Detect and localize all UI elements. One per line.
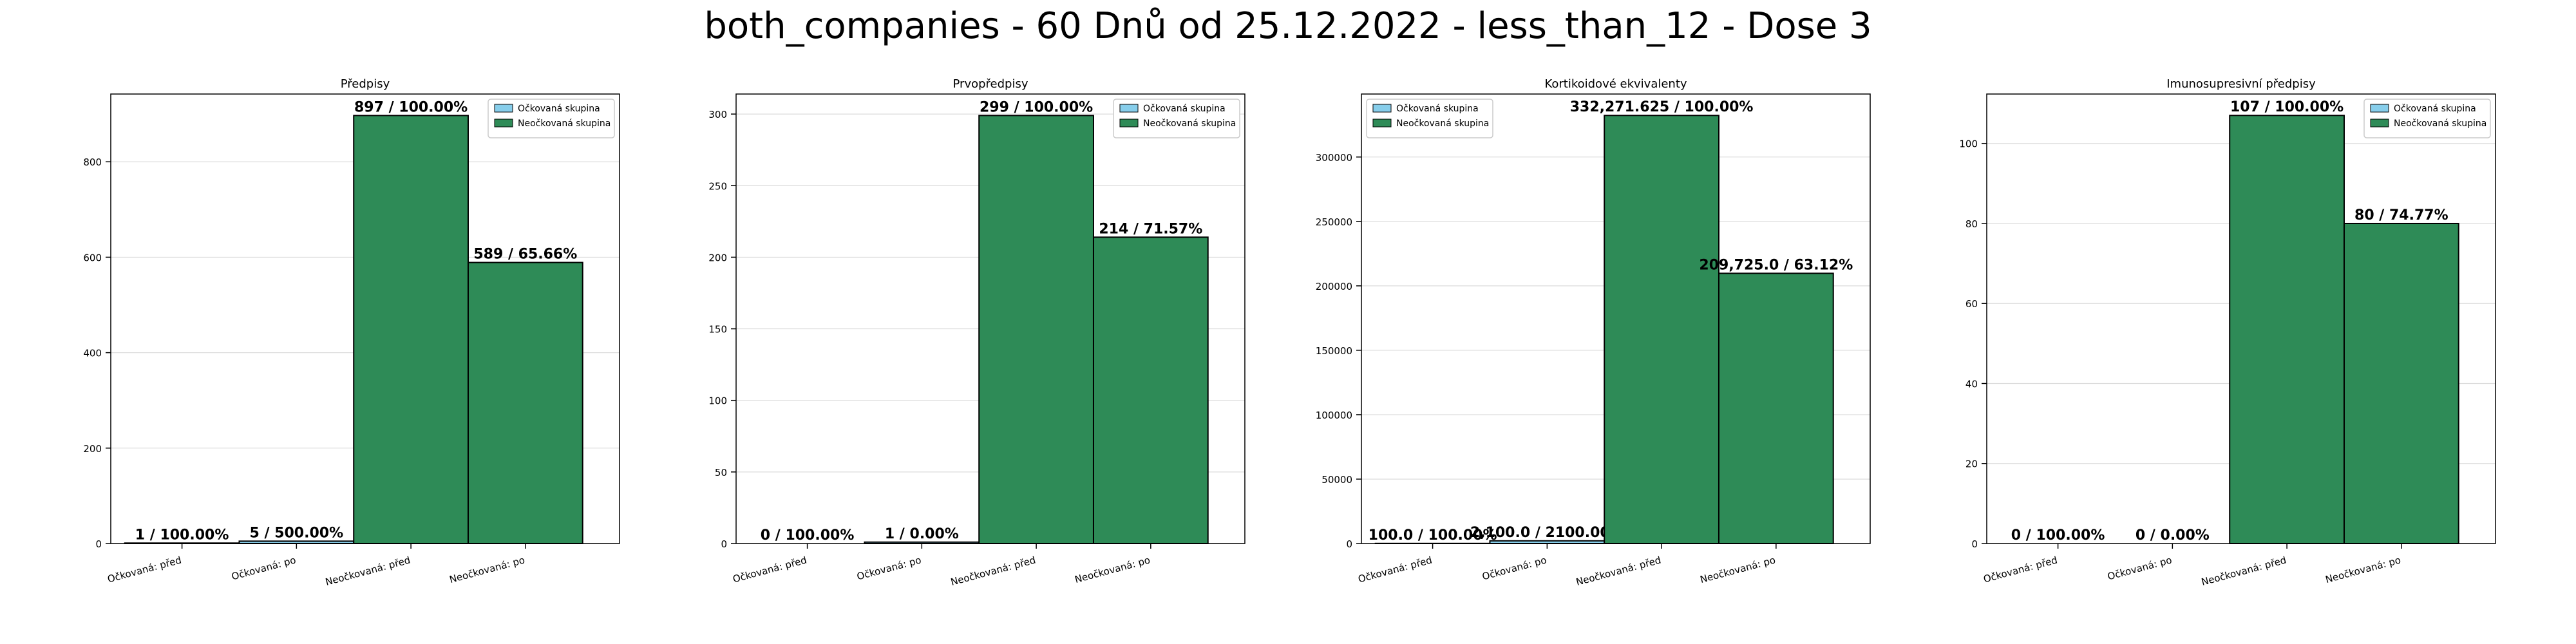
plot-frame [1986, 93, 2496, 544]
bar [467, 261, 583, 544]
y-tick-label: 0 [721, 538, 727, 550]
bar [2229, 115, 2345, 544]
x-tick-label: Neočkovaná: po [1074, 554, 1151, 585]
y-tick-label: 50000 [1321, 474, 1352, 486]
y-tick-label: 80 [1965, 218, 1978, 230]
x-tick-label: Neočkovaná: před [949, 554, 1037, 588]
y-tick-label: 200 [708, 252, 727, 263]
bar [1092, 236, 1209, 544]
y-tick-label: 100 [1959, 138, 1978, 150]
legend-box [2363, 99, 2491, 138]
bar-value-label: 1 / 100.00% [135, 527, 229, 543]
y-tick-label: 150000 [1316, 345, 1352, 357]
plot-frame [1361, 93, 1871, 544]
legend-box [1366, 99, 1493, 138]
legend-label: Neočkovaná skupina [1143, 118, 1236, 129]
legend-label: Neočkovaná skupina [518, 118, 611, 129]
legend-swatch [1372, 118, 1392, 128]
x-tick-label: Neočkovaná: po [1699, 554, 1777, 585]
bar-value-label: 80 / 74.77% [2354, 207, 2448, 223]
legend-box [1113, 99, 1240, 138]
legend-swatch [2370, 118, 2389, 128]
legend-swatch [494, 118, 513, 128]
bar [2343, 222, 2459, 544]
x-tick-label: Očkovaná: před [732, 554, 808, 585]
bar-value-label: 100.0 / 100.00% [1368, 527, 1497, 544]
x-tick-label: Očkovaná: před [1982, 554, 2059, 585]
x-tick-label: Neočkovaná: po [448, 554, 526, 585]
x-tick-label: Očkovaná: po [1481, 554, 1548, 582]
plot-frame [735, 93, 1245, 544]
y-tick-label: 250000 [1316, 216, 1352, 228]
bar-value-label: 589 / 65.66% [473, 247, 577, 263]
subplot-title: Předpisy [341, 77, 390, 91]
legend-swatch [494, 104, 513, 113]
bar-value-label: 0 / 100.00% [761, 527, 855, 544]
bar-value-label: 214 / 71.57% [1099, 221, 1202, 237]
x-tick-label: Očkovaná: po [231, 554, 298, 582]
x-tick-label: Neočkovaná: před [1575, 554, 1662, 588]
bar-value-label: 897 / 100.00% [354, 99, 468, 115]
legend-swatch [1372, 104, 1392, 113]
y-tick-label: 800 [83, 156, 102, 168]
figure-title: both_companies - 60 Dnů od 25.12.2022 - … [704, 5, 1872, 47]
bar [1718, 272, 1834, 544]
x-tick-label: Očkovaná: před [1357, 554, 1434, 585]
y-tick-label: 300 [708, 109, 727, 120]
y-tick-label: 200 [83, 443, 102, 455]
y-tick-label: 150 [708, 324, 727, 336]
x-tick-label: Očkovaná: po [856, 554, 923, 582]
bar [353, 115, 469, 545]
bar-value-label: 332,271.625 / 100.00% [1570, 99, 1754, 115]
bar-value-label: 5 / 500.00% [250, 525, 344, 541]
y-tick-label: 300000 [1316, 152, 1352, 164]
y-tick-label: 400 [83, 348, 102, 359]
bar-value-label: 0 / 100.00% [2011, 527, 2105, 544]
subplot-title: Kortikoidové ekvivalenty [1544, 77, 1687, 91]
y-tick-label: 250 [708, 180, 727, 192]
y-tick-label: 20 [1965, 459, 1978, 470]
legend-swatch [2370, 104, 2389, 113]
legend-label: Očkovaná skupina [1396, 104, 1479, 114]
legend-swatch [1119, 118, 1139, 128]
legend-label: Očkovaná skupina [2394, 104, 2476, 114]
bar-value-label: 0 / 0.00% [2136, 527, 2210, 544]
y-tick-label: 600 [83, 252, 102, 263]
y-tick-label: 200000 [1316, 281, 1352, 292]
x-tick-label: Neočkovaná: před [2200, 554, 2287, 588]
legend-box [488, 99, 615, 138]
bar-value-label: 209,725.0 / 63.12% [1699, 257, 1853, 273]
plot-frame [110, 93, 620, 544]
bar-value-label: 299 / 100.00% [980, 99, 1093, 115]
legend-swatch [1119, 104, 1139, 113]
bar-value-label: 2,100.0 / 2100.00% [1470, 525, 1624, 541]
y-tick-label: 0 [95, 538, 102, 550]
x-tick-label: Očkovaná: před [106, 554, 183, 585]
y-tick-label: 40 [1965, 378, 1978, 390]
legend-label: Neočkovaná skupina [1396, 118, 1489, 129]
bar [1604, 115, 1719, 544]
y-tick-label: 0 [1971, 538, 1978, 550]
x-tick-label: Očkovaná: po [2107, 554, 2174, 582]
y-tick-label: 100000 [1316, 410, 1352, 421]
y-tick-label: 100 [708, 395, 727, 407]
bar-value-label: 107 / 100.00% [2230, 99, 2344, 115]
x-tick-label: Neočkovaná: po [2324, 554, 2402, 585]
bar [978, 115, 1094, 545]
subplot-title: Prvopředpisy [953, 77, 1028, 91]
y-tick-label: 50 [715, 467, 727, 478]
y-tick-label: 60 [1965, 298, 1978, 310]
y-tick-label: 0 [1346, 538, 1352, 550]
legend-label: Neočkovaná skupina [2394, 118, 2486, 129]
x-tick-label: Neočkovaná: před [324, 554, 412, 588]
subplot-title: Imunosupresivní předpisy [2166, 77, 2316, 91]
legend-label: Očkovaná skupina [518, 104, 600, 114]
legend-label: Očkovaná skupina [1143, 104, 1226, 114]
bar-value-label: 1 / 0.00% [885, 526, 959, 542]
